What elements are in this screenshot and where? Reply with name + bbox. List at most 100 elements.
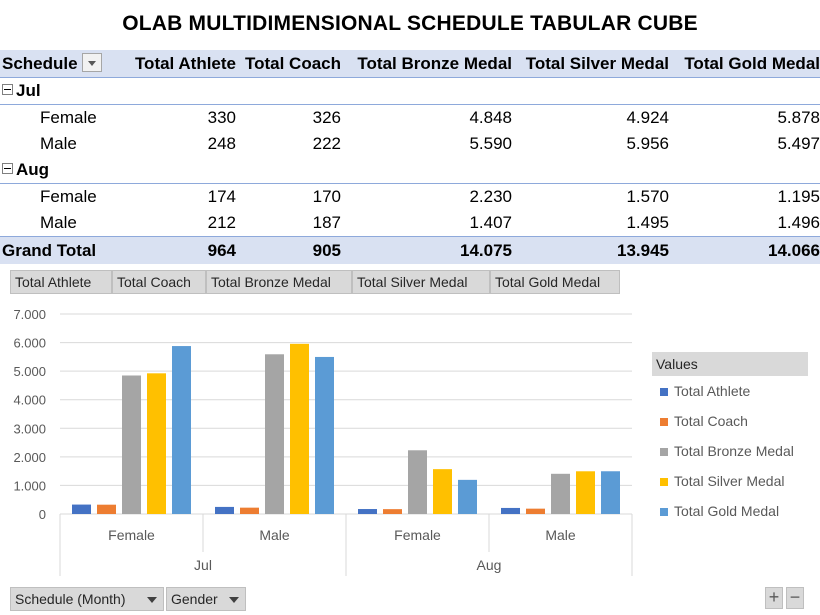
cell: 2.230: [469, 187, 512, 206]
legend-title[interactable]: Values: [652, 352, 808, 376]
pivot-table: Schedule Total Athlete Total Coach Total…: [0, 50, 820, 264]
col-header-bronze: Total Bronze Medal: [357, 54, 512, 73]
cell: 14.075: [460, 241, 512, 260]
field-button-bronze[interactable]: Total Bronze Medal: [206, 270, 352, 294]
col-header-silver: Total Silver Medal: [525, 54, 669, 73]
bar: [358, 509, 377, 514]
bar: [576, 471, 595, 514]
y-tick-label: 5.000: [13, 364, 46, 379]
pivot-header-row: Schedule Total Athlete Total Coach Total…: [0, 50, 820, 78]
y-tick-label: 0: [39, 507, 46, 522]
grand-total-label: Grand Total: [2, 241, 97, 260]
col-header-coach: Total Coach: [244, 54, 341, 73]
pivot-chart: 0 1.000 2.000 3.000 4.000 5.000 6.000 7.000 Fema…: [13, 307, 633, 576]
bar: [433, 469, 452, 514]
y-tick-label: 7.000: [13, 307, 46, 322]
cell: 1.407: [469, 213, 512, 232]
row-label: Female: [40, 108, 97, 127]
legend-label: Total Gold Medal: [674, 503, 780, 519]
cell: 212: [207, 213, 236, 232]
cell: 330: [207, 108, 236, 127]
field-button-athlete[interactable]: Total Athlete: [10, 270, 112, 294]
cell: 326: [312, 108, 341, 127]
col-header-gold: Total Gold Medal: [684, 54, 820, 73]
cell: 5.497: [777, 134, 820, 153]
cell: 174: [207, 187, 236, 206]
bar: [72, 504, 91, 514]
collapse-icon[interactable]: [2, 163, 13, 175]
cell: 4.848: [469, 108, 512, 127]
axis-field-month-button[interactable]: Schedule (Month): [10, 587, 164, 611]
cell: 5.590: [469, 134, 512, 153]
legend-label: Total Bronze Medal: [674, 443, 794, 459]
field-button-silver[interactable]: Total Silver Medal: [352, 270, 490, 294]
legend-label: Total Coach: [674, 413, 748, 429]
cell: 1.495: [626, 213, 669, 232]
cell: 222: [312, 134, 341, 153]
collapse-icon[interactable]: [2, 84, 13, 96]
cell: 187: [312, 213, 341, 232]
bar: [240, 507, 259, 514]
bar: [458, 479, 477, 514]
bar: [97, 504, 116, 514]
dropdown-arrow-icon: [229, 597, 239, 603]
bar: [265, 354, 284, 514]
row-label: Female: [40, 187, 97, 206]
row-label: Male: [40, 213, 77, 232]
field-button-gold[interactable]: Total Gold Medal: [490, 270, 620, 294]
legend-swatch: [660, 478, 668, 487]
chart-legend: Values Total Athlete Total Coach Total B…: [652, 352, 812, 526]
cell: 170: [312, 187, 341, 206]
y-tick-label: 4.000: [13, 393, 46, 408]
x-category-label: Female: [394, 527, 441, 543]
group-label: Jul: [16, 81, 41, 100]
table-row: Male 212 187 1.407 1.495 1.496: [0, 210, 820, 236]
bar: [122, 375, 141, 514]
legend-item-athlete: Total Athlete: [652, 376, 812, 406]
field-button-coach[interactable]: Total Coach: [112, 270, 206, 294]
cell: 5.878: [777, 108, 820, 127]
y-tick-label: 6.000: [13, 336, 46, 351]
legend-swatch: [660, 388, 668, 397]
bar: [408, 450, 427, 514]
bar: [501, 507, 520, 514]
bar: [526, 508, 545, 514]
row-field-header[interactable]: Schedule: [2, 50, 102, 77]
x-group-label: Aug: [477, 557, 502, 573]
x-group-label: Jul: [194, 557, 212, 573]
cell: 964: [207, 241, 236, 260]
cell: 905: [312, 241, 341, 260]
table-row: Female 174 170 2.230 1.570 1.195: [0, 184, 820, 210]
x-category-label: Female: [108, 527, 155, 543]
filter-dropdown-icon[interactable]: [81, 53, 102, 73]
row-field-label: Schedule: [2, 54, 78, 73]
legend-label: Total Athlete: [674, 383, 751, 399]
expand-field-button[interactable]: +: [765, 587, 783, 609]
page-title: OLAB MULTIDIMENSIONAL SCHEDULE TABULAR C…: [122, 12, 698, 35]
x-category-label: Male: [545, 527, 576, 543]
bar: [215, 506, 234, 514]
table-row: Female 330 326 4.848 4.924 5.878: [0, 105, 820, 131]
cell: 1.496: [777, 213, 820, 232]
legend-item-gold: Total Gold Medal: [652, 496, 812, 526]
axis-field-label: Schedule (Month): [15, 591, 126, 607]
bar: [290, 343, 309, 514]
cell: 13.945: [617, 241, 669, 260]
bar: [172, 346, 191, 514]
legend-item-silver: Total Silver Medal: [652, 466, 812, 496]
y-tick-label: 2.000: [13, 450, 46, 465]
legend-label: Total Silver Medal: [674, 473, 785, 489]
legend-item-bronze: Total Bronze Medal: [652, 436, 812, 466]
collapse-field-button[interactable]: −: [786, 587, 804, 609]
legend-swatch: [660, 448, 668, 457]
bar: [551, 473, 570, 514]
cell: 1.570: [626, 187, 669, 206]
cell: 1.195: [777, 187, 820, 206]
cell: 4.924: [626, 108, 669, 127]
cell: 248: [207, 134, 236, 153]
legend-item-coach: Total Coach: [652, 406, 812, 436]
table-row: Male 248 222 5.590 5.956 5.497: [0, 131, 820, 157]
axis-field-gender-button[interactable]: Gender: [166, 587, 246, 611]
bar: [383, 509, 402, 514]
col-header-athlete: Total Athlete: [134, 54, 236, 73]
